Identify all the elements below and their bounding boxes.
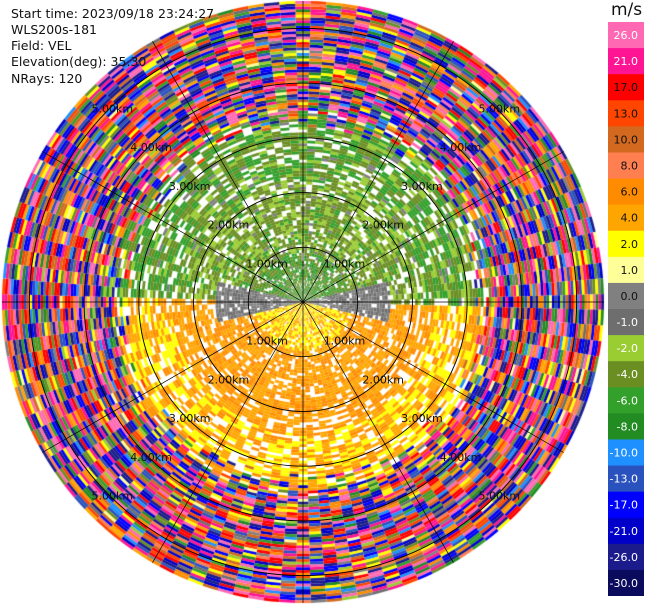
colorbar-tick-label: -2.0	[617, 342, 638, 355]
colorbar-tick-label: 17.0	[614, 81, 639, 94]
colorbar-tick-label: 0.0	[621, 290, 639, 303]
range-label: 1.00km	[324, 335, 366, 348]
spoke-60deg	[302, 151, 564, 303]
colorbar-segment	[608, 256, 644, 284]
range-label: 3.00km	[169, 412, 211, 425]
range-label: 5.00km	[478, 103, 520, 116]
instrument-label: WLS200s-181	[11, 22, 97, 37]
colorbar-segment	[608, 491, 644, 519]
range-label: 5.00km	[478, 489, 520, 502]
range-label: 4.00km	[440, 141, 482, 154]
range-label: 5.00km	[92, 103, 134, 116]
colorbar-tick-label: 4.0	[621, 212, 639, 225]
colorbar-tick-label: -4.0	[617, 368, 638, 381]
colorbar-tick-label: 13.0	[614, 107, 639, 120]
colorbar-tick-label: 6.0	[621, 186, 639, 199]
colorbar-tick-label: -10.0	[610, 447, 638, 460]
colorbar-segment	[608, 517, 644, 545]
range-label: 3.00km	[401, 412, 443, 425]
colorbar-tick-label: -1.0	[617, 316, 638, 329]
colorbar-tick-label: 2.0	[621, 238, 639, 251]
colorbar-tick-label: -26.0	[610, 551, 638, 564]
spoke-30deg	[302, 41, 454, 303]
range-label: 1.00km	[246, 257, 288, 270]
colorbar-segment	[608, 204, 644, 232]
range-label: 2.00km	[208, 219, 250, 232]
range-label: 5.00km	[92, 489, 134, 502]
range-label: 4.00km	[440, 451, 482, 464]
colorbar-tick-label: -8.0	[617, 420, 638, 433]
colorbar-segment	[608, 309, 644, 336]
colorbar-tick-label: -6.0	[617, 394, 638, 407]
spoke-150deg	[302, 301, 454, 563]
elevation-label: Elevation(deg): 35.30	[11, 54, 147, 69]
range-label: 1.00km	[246, 335, 288, 348]
colorbar-segment	[608, 387, 644, 414]
range-label: 2.00km	[362, 373, 404, 386]
range-label: 4.00km	[130, 451, 172, 464]
colorbar-segment	[608, 22, 644, 49]
spoke-330deg	[152, 41, 304, 303]
colorbar-tick-label: -30.0	[610, 577, 638, 590]
colorbar-segment	[608, 335, 644, 362]
range-label: 3.00km	[401, 180, 443, 193]
colorbar-tick-label: 10.0	[614, 133, 639, 146]
colorbar-segment	[608, 569, 644, 596]
range-label: 2.00km	[208, 373, 250, 386]
colorbar-segment	[608, 152, 644, 180]
colorbar-segment	[608, 74, 644, 101]
spoke-210deg	[152, 301, 304, 563]
spoke-120deg	[302, 301, 564, 453]
colorbar-tick-label: -21.0	[610, 525, 638, 538]
colorbar-segment	[608, 413, 644, 440]
range-label: 4.00km	[130, 141, 172, 154]
start-time-label: Start time: 2023/09/18 23:24:27	[11, 6, 215, 21]
spoke-300deg	[42, 151, 304, 303]
colorbar-segment	[608, 439, 644, 467]
range-label: 2.00km	[362, 219, 404, 232]
colorbar-tick-label: 1.0	[621, 264, 639, 277]
colorbar-segment	[608, 126, 644, 153]
colorbar-segment	[608, 230, 644, 258]
colorbar-segment	[608, 361, 644, 388]
colorbar-tick-label: 8.0	[621, 160, 639, 173]
range-label: 1.00km	[324, 257, 366, 270]
colorbar-segment	[608, 178, 644, 206]
velocity-colorbar: 26.0 21.0 17.0 13.0 10.0 8.0 6.0 4.0 2.0 1.0 0.0 -1…	[608, 22, 644, 596]
colorbar-tick-label: 21.0	[614, 55, 639, 68]
nrays-label: NRays: 120	[11, 71, 83, 86]
colorbar-segment	[608, 282, 644, 310]
colorbar-tick-label: -17.0	[610, 499, 638, 512]
colorbar-segment	[608, 543, 644, 571]
colorbar-segment	[608, 100, 644, 127]
range-label: 3.00km	[169, 180, 211, 193]
colorbar-segment	[608, 465, 644, 493]
colorbar-tick-label: 26.0	[614, 29, 639, 42]
spoke-240deg	[42, 301, 304, 453]
colorbar-unit: m/s	[611, 0, 643, 20]
field-label: Field: VEL	[11, 38, 72, 53]
colorbar-segment	[608, 48, 644, 75]
colorbar-tick-label: -13.0	[610, 473, 638, 486]
